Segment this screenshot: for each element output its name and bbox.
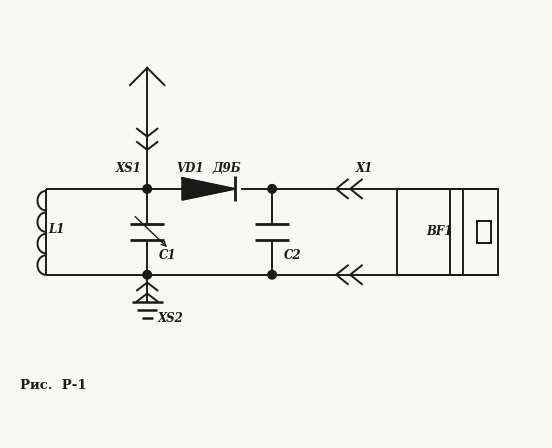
Text: XS2: XS2 — [157, 311, 183, 325]
Polygon shape — [182, 178, 235, 200]
Text: Рис.  Р-1: Рис. Р-1 — [20, 379, 87, 392]
Circle shape — [268, 185, 277, 193]
Text: L1: L1 — [48, 224, 65, 237]
Circle shape — [268, 271, 277, 279]
Text: X1: X1 — [355, 163, 373, 176]
Text: Д9Б: Д9Б — [212, 163, 241, 176]
Bar — [477, 221, 491, 243]
Bar — [397, 189, 498, 275]
Text: XS1: XS1 — [116, 163, 142, 176]
Circle shape — [143, 185, 151, 193]
Text: BF1: BF1 — [426, 225, 452, 238]
Text: VD1: VD1 — [176, 163, 204, 176]
Circle shape — [143, 271, 151, 279]
Text: C2: C2 — [284, 249, 301, 262]
Text: C1: C1 — [159, 249, 177, 262]
